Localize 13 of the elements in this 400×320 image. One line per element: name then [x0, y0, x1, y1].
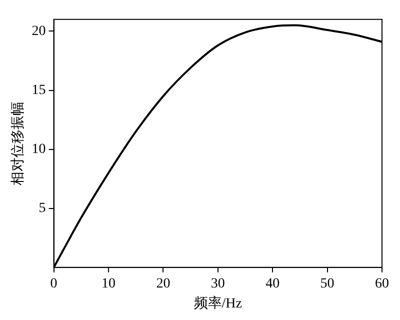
y-axis-title: 相对位移振幅 — [10, 101, 26, 186]
x-tick-label: 20 — [156, 276, 170, 292]
x-tick-label: 0 — [50, 276, 58, 292]
x-tick-label: 10 — [102, 276, 116, 292]
x-axis-title: 频率/Hz — [194, 295, 242, 312]
y-tick-label: 15 — [32, 82, 46, 98]
y-tick-label: 20 — [32, 24, 46, 39]
x-tick-label: 50 — [320, 276, 334, 292]
x-tick-label: 60 — [375, 276, 389, 292]
x-tick-label: 40 — [266, 276, 280, 292]
x-tick-label: 30 — [210, 276, 225, 292]
y-tick-label: 10 — [32, 142, 46, 157]
y-tick-label: 5 — [38, 201, 46, 216]
